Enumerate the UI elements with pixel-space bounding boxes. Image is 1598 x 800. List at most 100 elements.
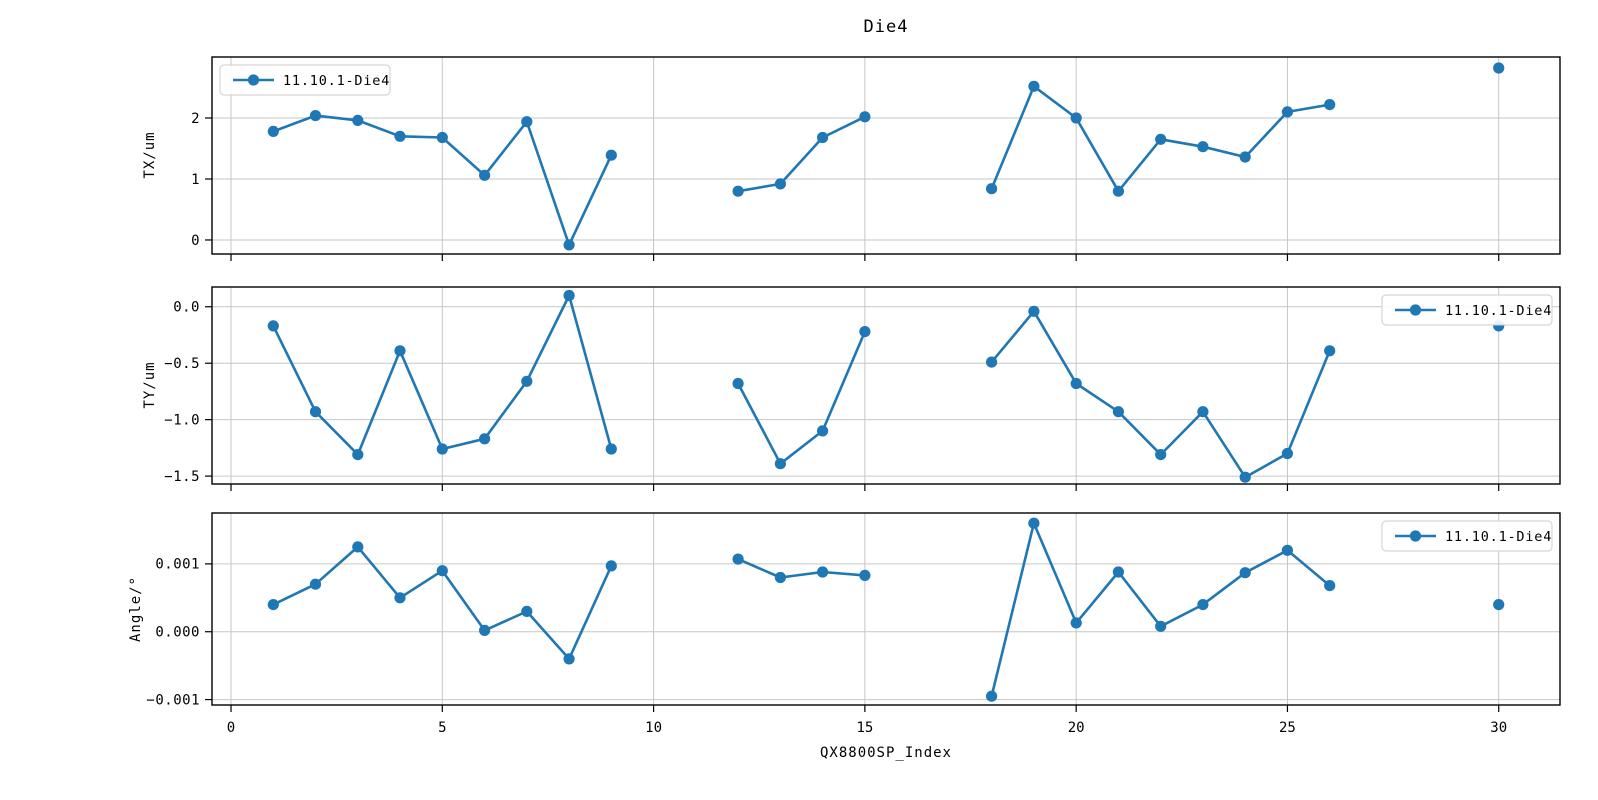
data-point xyxy=(1197,141,1209,153)
legend-box xyxy=(219,64,391,96)
legend-box xyxy=(1381,520,1553,552)
data-point xyxy=(1070,617,1082,629)
data-point xyxy=(605,560,617,572)
data-point xyxy=(1324,580,1336,592)
data-point xyxy=(605,149,617,161)
data-point xyxy=(774,458,787,470)
legend-marker xyxy=(1409,304,1422,316)
data-point xyxy=(267,125,279,137)
y-tick-label: −1.0 xyxy=(164,412,200,428)
data-point xyxy=(1197,599,1209,611)
data-point xyxy=(774,571,787,584)
x-tick-label: 30 xyxy=(1490,720,1507,736)
data-point xyxy=(1112,406,1124,418)
data-point xyxy=(436,443,448,455)
data-point xyxy=(605,443,617,455)
data-point xyxy=(479,433,491,445)
ylabel-tx: TX/um xyxy=(142,131,158,179)
x-tick-label: 20 xyxy=(1068,720,1085,736)
data-point xyxy=(1155,133,1167,145)
data-point xyxy=(1028,305,1040,317)
legend: 11.10.1-Die4 xyxy=(1381,520,1553,552)
data-point xyxy=(436,565,448,577)
xlabel: QX8800SP_Index xyxy=(819,745,952,761)
data-point xyxy=(1112,566,1124,578)
axes-box xyxy=(211,286,1561,485)
data-point xyxy=(521,375,533,387)
data-point xyxy=(436,131,448,144)
legend-label: 11.10.1-Die4 xyxy=(1445,529,1552,545)
data-point xyxy=(1028,80,1040,92)
legend: 11.10.1-Die4 xyxy=(1381,294,1553,326)
subplot-2: 0.001 0.000 −0.001 0 5 10 15 20 25 30 11.10.1-Die4 xyxy=(146,512,1561,736)
legend: 11.10.1-Die4 xyxy=(219,64,391,96)
y-tick-label: 1 xyxy=(191,172,200,188)
data-point xyxy=(1155,620,1167,632)
y-tick-label: 0 xyxy=(191,233,200,249)
data-point xyxy=(267,599,279,611)
data-point xyxy=(1281,447,1293,460)
data-point xyxy=(732,377,744,390)
y-tick-label: 0.000 xyxy=(155,625,200,641)
data-point xyxy=(859,326,871,338)
legend-box xyxy=(1381,294,1553,326)
data-point xyxy=(1239,471,1251,483)
legend-marker xyxy=(247,74,260,86)
data-point xyxy=(352,541,364,553)
data-point xyxy=(1239,567,1251,579)
series-line xyxy=(990,521,1331,697)
series-line xyxy=(736,331,867,466)
legend-label: 11.10.1-Die4 xyxy=(1445,303,1552,319)
data-point xyxy=(1070,112,1082,124)
data-point xyxy=(352,449,364,461)
data-point xyxy=(309,406,322,418)
subplot-0: 0 1 2 11.10.1-Die4 xyxy=(191,56,1561,261)
legend-label: 11.10.1-Die4 xyxy=(283,73,390,89)
data-point xyxy=(1324,345,1336,357)
data-point xyxy=(563,289,575,302)
data-point xyxy=(817,566,829,578)
x-tick-label: 0 xyxy=(227,720,235,736)
axes-box xyxy=(211,56,1561,255)
axes-box xyxy=(211,512,1561,706)
legend-marker xyxy=(1409,530,1422,542)
data-point xyxy=(859,111,871,123)
data-point xyxy=(1028,517,1040,529)
data-point xyxy=(732,553,744,565)
data-point xyxy=(1239,151,1251,163)
y-tick-label: −0.001 xyxy=(146,692,200,708)
y-tick-label: −0.5 xyxy=(164,356,200,372)
data-point xyxy=(1324,99,1336,111)
series-line xyxy=(737,557,866,579)
data-point xyxy=(394,592,406,604)
data-point xyxy=(986,183,998,195)
data-point xyxy=(817,131,829,144)
ylabel-ty: TY/um xyxy=(142,361,158,409)
data-point xyxy=(521,116,533,128)
x-tick-label: 5 xyxy=(438,720,446,736)
data-point xyxy=(1197,406,1209,418)
data-point xyxy=(479,624,491,637)
data-point xyxy=(774,178,787,190)
data-point xyxy=(859,569,871,582)
x-tick-label: 15 xyxy=(856,720,873,736)
data-point xyxy=(521,605,533,618)
data-point xyxy=(1281,544,1293,556)
data-point xyxy=(817,425,829,437)
data-point xyxy=(309,110,322,122)
data-point xyxy=(267,320,279,332)
data-point xyxy=(732,185,744,197)
x-tick-label: 10 xyxy=(645,720,662,736)
data-point xyxy=(1070,377,1082,390)
y-tick-label: 2 xyxy=(191,111,200,127)
data-point xyxy=(1155,449,1167,461)
data-point xyxy=(986,356,998,368)
y-tick-label: 0.001 xyxy=(155,557,200,573)
data-point xyxy=(394,130,406,142)
data-point xyxy=(563,653,575,665)
data-point xyxy=(394,345,406,357)
ylabel-angle: Angle/° xyxy=(128,575,144,643)
data-point xyxy=(352,114,364,126)
